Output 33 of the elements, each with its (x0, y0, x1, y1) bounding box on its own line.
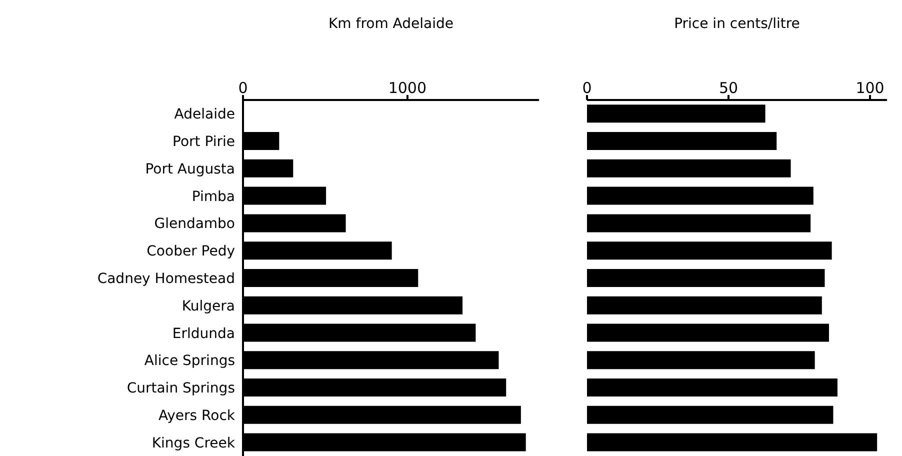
bar (587, 324, 829, 342)
y-tick-label: Kulgera (182, 298, 235, 314)
bar (587, 351, 815, 370)
x-tick-label: 0 (238, 79, 248, 97)
x-axis-title: Price in cents/litre (673, 16, 801, 32)
y-tick-label: Pimba (192, 188, 235, 205)
bar (587, 104, 766, 123)
bar (587, 186, 814, 205)
x-tick-label: 1000 (388, 79, 427, 97)
x-tick-label: 100 (856, 79, 884, 97)
x-axis-title: Km from Adelaide (328, 16, 454, 32)
y-tick-label: Ayers Rock (158, 408, 236, 424)
y-tick-label: Curtain Springs (126, 380, 235, 397)
bar (587, 378, 838, 396)
bar (587, 214, 811, 232)
y-tick-label: Kings Creek (152, 435, 236, 452)
x-tick-label: 50 (718, 79, 738, 97)
bar (587, 296, 822, 314)
bar (587, 132, 777, 150)
y-tick-label: Port Augusta (145, 161, 235, 178)
y-tick-label: Glendambo (154, 216, 235, 232)
y-tick-label: Adelaide (174, 106, 235, 123)
bar (587, 242, 832, 260)
y-tick-label: Cadney Homestead (97, 271, 235, 287)
bar (587, 406, 834, 424)
y-tick-label: Alice Springs (144, 353, 235, 370)
y-tick-label: Port Pirie (172, 134, 235, 150)
bar (587, 268, 825, 287)
y-tick-label: Coober Pedy (146, 244, 235, 260)
bar (587, 433, 878, 452)
y-tick-label: Erldunda (172, 326, 235, 342)
x-tick-label: 0 (582, 79, 592, 97)
bar (587, 159, 791, 178)
